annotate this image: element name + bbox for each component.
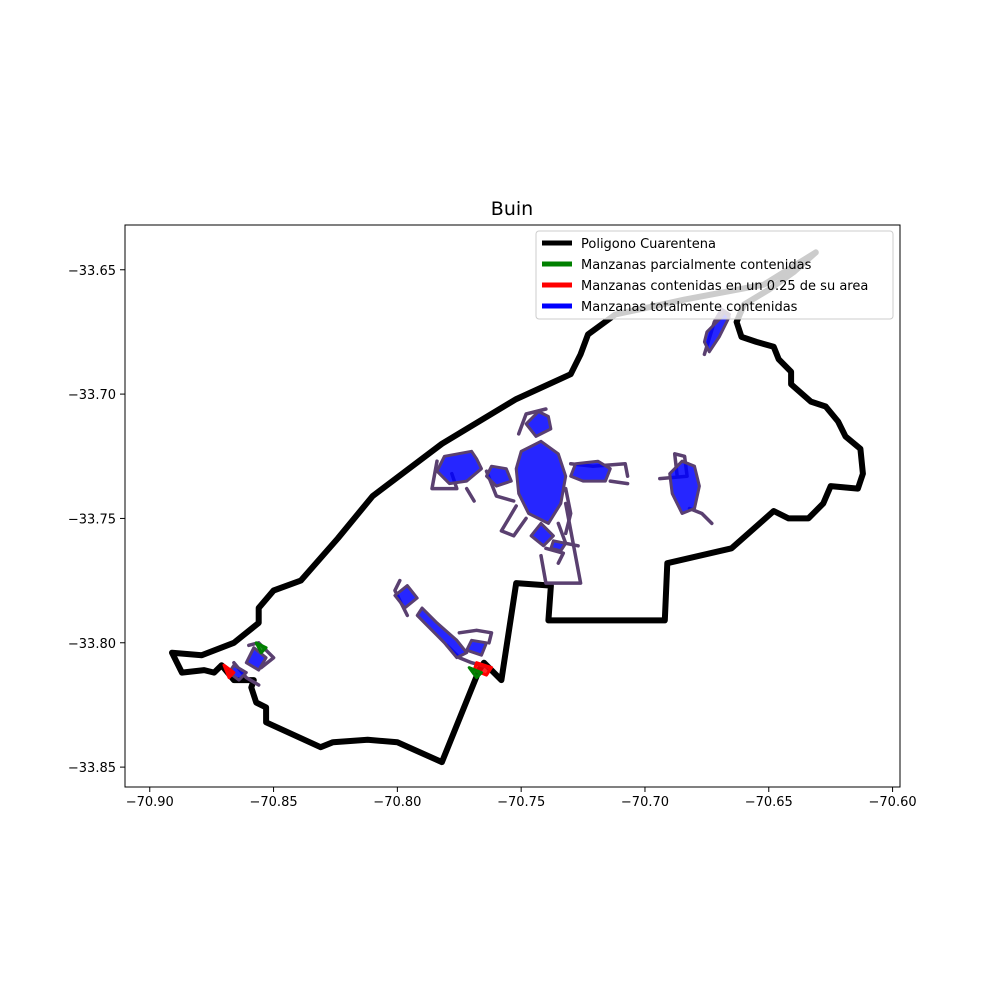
legend-box xyxy=(535,230,894,320)
series-3 xyxy=(254,641,483,680)
x-tick-label: −70.85 xyxy=(250,795,298,810)
axes-frame xyxy=(124,224,901,788)
series-2 xyxy=(222,661,493,680)
block-cluster-0 xyxy=(467,666,483,680)
block-cluster-1 xyxy=(485,464,513,488)
y-tick-label: −33.65 xyxy=(68,264,116,279)
x-tick-label: −70.75 xyxy=(497,795,545,810)
block-cluster-11 xyxy=(465,638,488,657)
block-cluster-10 xyxy=(415,606,469,660)
legend: Poligono Cuarentena Manzanas parcialmente… xyxy=(535,230,894,320)
block-cluster-0 xyxy=(472,661,493,677)
block-street-6 xyxy=(563,486,573,536)
block-street-10 xyxy=(539,501,583,585)
block-cluster-5 xyxy=(529,521,555,548)
block-cluster-4 xyxy=(569,459,612,483)
block-cluster-1 xyxy=(254,641,268,655)
series-0 xyxy=(169,249,866,766)
y-tick-label: −33.70 xyxy=(68,388,116,403)
legend-label: Manzanas parcialmente contenidas xyxy=(581,258,812,273)
x-tick-label: −70.90 xyxy=(126,795,174,810)
plot-area xyxy=(169,249,866,766)
block-cluster-7 xyxy=(668,459,701,515)
axes: −70.90 −70.85 −70.80 −70.75 −70.70 −70.65 −70.… xyxy=(68,224,917,810)
series-1 xyxy=(227,307,731,687)
block-street-3 xyxy=(499,504,528,538)
x-tick-label: −70.70 xyxy=(621,795,669,810)
x-tick-label: −70.65 xyxy=(745,795,793,810)
plot-contents xyxy=(169,249,866,766)
block-cluster-2 xyxy=(514,439,568,525)
y-tick-label: −33.75 xyxy=(68,512,116,527)
y-tick-label: −33.80 xyxy=(68,637,116,652)
block-cluster-3 xyxy=(524,410,553,438)
block-cluster-1 xyxy=(222,663,236,680)
x-tick-label: −70.80 xyxy=(373,795,421,810)
block-street-1 xyxy=(464,486,476,503)
chart-title: Buin xyxy=(491,198,533,220)
quarantine-polygon xyxy=(169,249,866,766)
block-street-8 xyxy=(608,479,630,486)
legend-label: Manzanas contenidas en un 0.25 de su are… xyxy=(581,279,868,294)
y-tick-label: −33.85 xyxy=(68,761,116,776)
block-cluster-9 xyxy=(393,584,419,610)
block-street-16 xyxy=(457,628,494,645)
block-street-17 xyxy=(247,641,276,670)
block-cluster-0 xyxy=(435,449,483,486)
legend-label: Poligono Cuarentena xyxy=(581,237,716,252)
block-cluster-12 xyxy=(244,646,268,672)
block-cluster-6 xyxy=(549,539,568,553)
x-tick-label: −70.60 xyxy=(869,795,917,810)
legend-label: Manzanas totalmente contenidas xyxy=(581,300,798,315)
